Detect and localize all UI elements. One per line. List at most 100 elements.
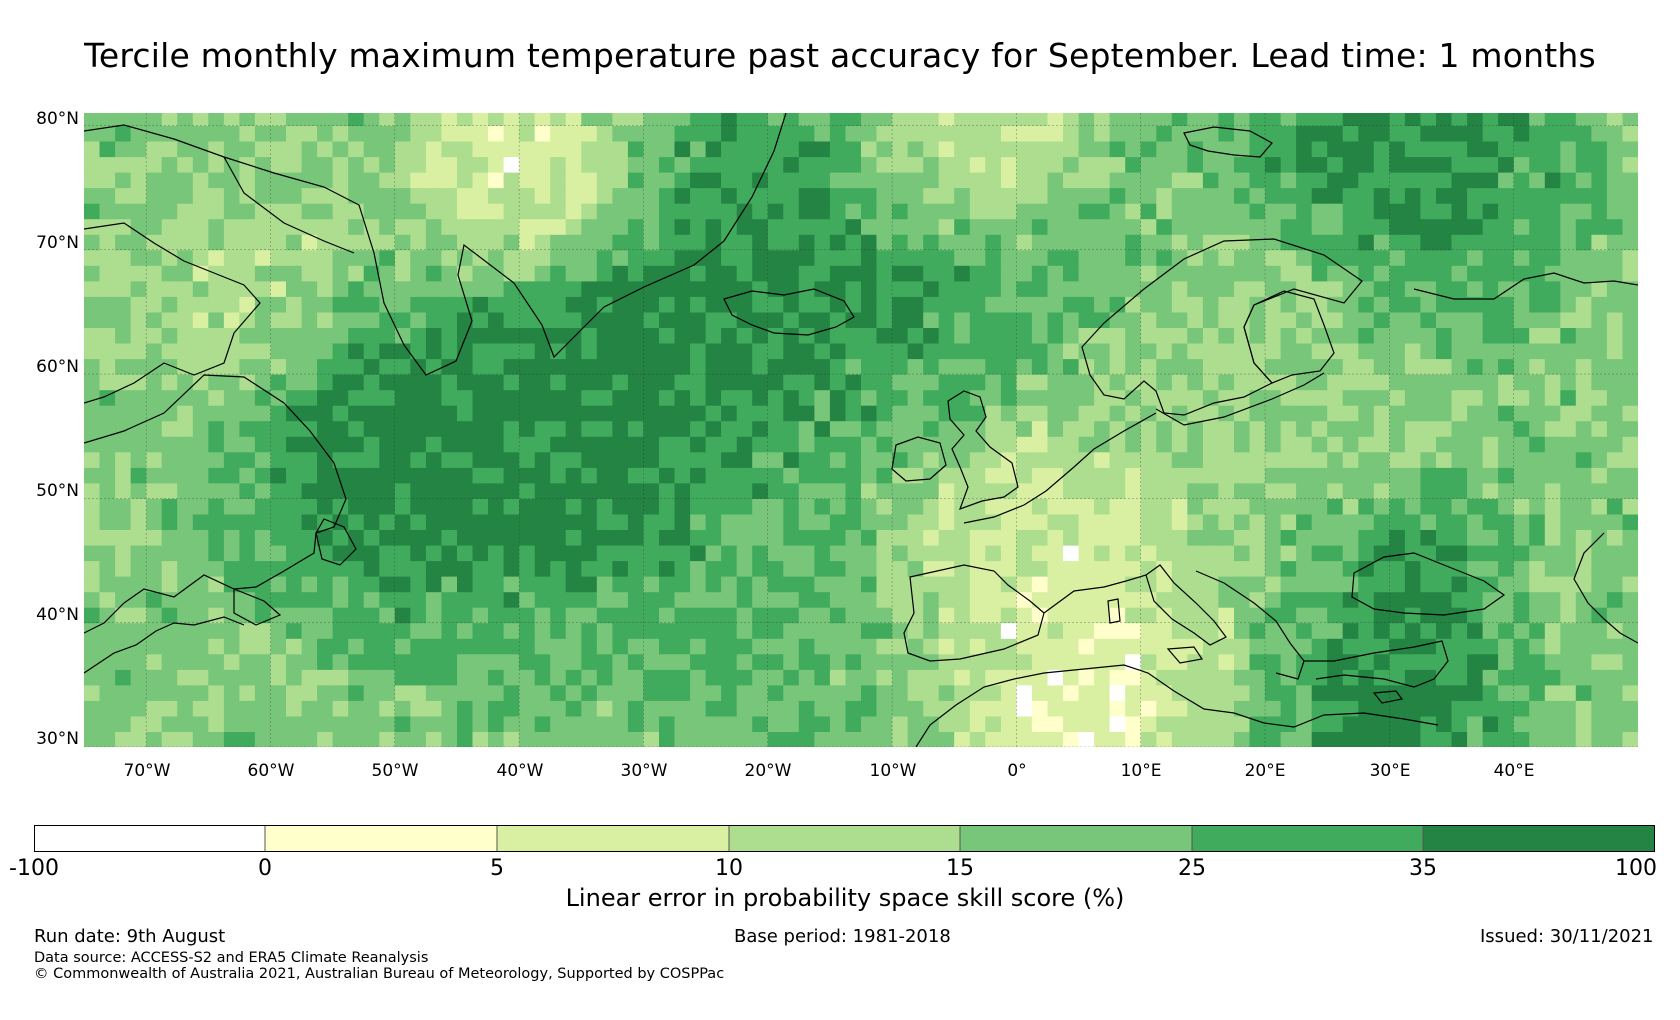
grid-cell	[1187, 529, 1204, 546]
grid-cell	[1280, 467, 1297, 484]
grid-cell	[394, 560, 411, 577]
grid-cell	[270, 113, 287, 126]
grid-cell	[798, 513, 815, 530]
grid-cell	[1420, 482, 1437, 499]
grid-cell	[317, 311, 334, 328]
grid-cell	[1606, 498, 1623, 515]
grid-cell	[1436, 296, 1453, 313]
grid-cell	[348, 622, 365, 639]
grid-cell	[534, 513, 551, 530]
grid-cell	[1498, 436, 1515, 453]
grid-cell	[783, 141, 800, 158]
grid-cell	[907, 327, 924, 344]
grid-cell	[1529, 436, 1546, 453]
grid-cell	[363, 265, 380, 282]
grid-cell	[596, 234, 613, 251]
grid-cell	[1575, 467, 1592, 484]
grid-cell	[1606, 358, 1623, 375]
grid-cell	[441, 467, 458, 484]
grid-cell	[1000, 529, 1017, 546]
grid-cell	[783, 187, 800, 204]
grid-cell	[1436, 482, 1453, 499]
grid-cell	[985, 560, 1002, 577]
grid-cell	[1404, 311, 1421, 328]
grid-cell	[1202, 296, 1219, 313]
lon-label-20w: 20°W	[744, 761, 792, 781]
grid-cell	[1249, 141, 1266, 158]
grid-cell	[1373, 358, 1390, 375]
grid-cell	[1156, 141, 1173, 158]
grid-cell	[1047, 591, 1064, 608]
grid-cell	[441, 545, 458, 562]
grid-cell	[1591, 653, 1608, 670]
grid-cell	[674, 513, 691, 530]
grid-cell	[239, 343, 256, 360]
grid-cell	[1171, 669, 1188, 686]
grid-cell	[1265, 265, 1282, 282]
grid-cell	[534, 715, 551, 732]
grid-cell	[1420, 172, 1437, 189]
grid-cell	[1327, 653, 1344, 670]
grid-cell	[410, 420, 427, 437]
grid-cell	[1544, 218, 1561, 235]
grid-cell	[1513, 498, 1530, 515]
grid-cell	[130, 389, 147, 406]
grid-cell	[488, 684, 505, 701]
grid-cell	[254, 327, 271, 344]
grid-cell	[1265, 156, 1282, 173]
grid-cell	[1063, 576, 1080, 593]
grid-cell	[550, 451, 567, 468]
grid-cell	[892, 358, 909, 375]
grid-cell	[596, 498, 613, 515]
grid-cell	[767, 343, 784, 360]
grid-cell	[892, 498, 909, 515]
grid-cell	[798, 343, 815, 360]
grid-cell	[161, 156, 178, 173]
grid-cell	[270, 669, 287, 686]
grid-cell	[1218, 249, 1235, 266]
grid-cell	[1125, 327, 1142, 344]
grid-cell	[192, 700, 209, 717]
grid-cell	[146, 203, 163, 220]
grid-cell	[286, 234, 303, 251]
grid-cell	[1358, 513, 1375, 530]
grid-cell	[845, 576, 862, 593]
grid-cell	[612, 187, 629, 204]
grid-cell	[690, 436, 707, 453]
grid-cell	[829, 669, 846, 686]
grid-cell	[721, 172, 738, 189]
copyright: © Commonwealth of Australia 2021, Austra…	[34, 966, 725, 982]
grid-cell	[1591, 700, 1608, 717]
grid-cell	[783, 482, 800, 499]
grid-cell	[1047, 529, 1064, 546]
grid-cell	[674, 653, 691, 670]
grid-cell	[1063, 607, 1080, 624]
grid-cell	[690, 187, 707, 204]
grid-cell	[876, 560, 893, 577]
grid-cell	[115, 218, 132, 235]
grid-cell	[239, 467, 256, 484]
grid-cell	[1187, 684, 1204, 701]
grid-cell	[363, 529, 380, 546]
grid-cell	[1327, 451, 1344, 468]
grid-cell	[1296, 218, 1313, 235]
grid-cell	[425, 358, 442, 375]
grid-cell	[1249, 482, 1266, 499]
grid-cell	[161, 560, 178, 577]
grid-cell	[1529, 343, 1546, 360]
grid-cell	[1109, 280, 1126, 297]
grid-cell	[1327, 156, 1344, 173]
grid-cell	[270, 218, 287, 235]
grid-cell	[410, 296, 427, 313]
grid-cell	[1031, 249, 1048, 266]
grid-cell	[1125, 607, 1142, 624]
grid-cell	[161, 187, 178, 204]
grid-cell	[861, 436, 878, 453]
grid-cell	[286, 327, 303, 344]
grid-cell	[1404, 374, 1421, 391]
grid-cell	[752, 467, 769, 484]
grid-cell	[690, 156, 707, 173]
grid-cell	[705, 591, 722, 608]
grid-cell	[1575, 731, 1592, 747]
grid-cell	[1094, 358, 1111, 375]
